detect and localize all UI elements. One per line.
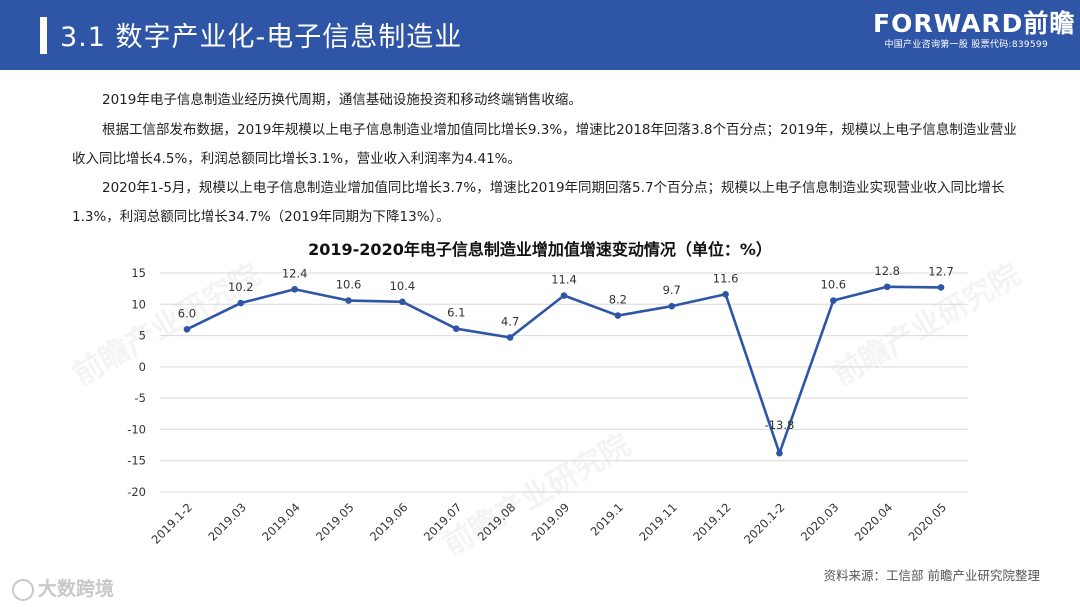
data-point — [183, 326, 191, 333]
x-tick-label: 2019.03 — [205, 500, 249, 544]
data-label: 10.6 — [336, 278, 362, 292]
data-label: 11.4 — [551, 273, 577, 287]
paragraph-2: 根据工信部发布数据，2019年规模以上电子信息制造业增加值同比增长9.3%，增速… — [72, 122, 1017, 167]
data-label: 12.4 — [282, 266, 308, 280]
data-point — [776, 449, 783, 457]
bottom-watermark-text: 大数跨境 — [38, 578, 115, 600]
page-title: 3.1 数字产业化-电子信息制造业 — [60, 22, 463, 53]
y-tick-label: 5 — [139, 329, 146, 343]
y-tick-label: -15 — [127, 454, 146, 468]
y-tick-label: -10 — [127, 422, 146, 436]
x-tick-label: 2020.04 — [852, 500, 896, 544]
source-note: 资料来源：工信部 前瞻产业研究院整理 — [823, 568, 1040, 583]
x-tick-label: 2019.09 — [529, 500, 573, 544]
x-tick-label: 2020.03 — [798, 500, 842, 544]
title-accent-bar — [40, 17, 47, 54]
data-label: -13.8 — [765, 418, 795, 432]
logo-text: FORWARD前瞻 — [873, 9, 1076, 38]
y-tick-label: 15 — [131, 266, 146, 280]
data-point — [345, 297, 352, 304]
x-tick-label: 2019.1-2 — [149, 500, 195, 546]
x-tick-label: 2019.08 — [475, 500, 519, 544]
chart-title: 2019-2020年电子信息制造业增加值增速变动情况（单位：%） — [308, 240, 772, 259]
x-tick-label: 2019.04 — [259, 500, 303, 544]
y-tick-label: -20 — [127, 485, 146, 499]
data-point — [399, 298, 406, 306]
x-tick-label: 2019.12 — [690, 500, 734, 544]
data-label: 11.6 — [713, 271, 739, 285]
data-point — [506, 334, 514, 341]
data-point — [614, 312, 622, 319]
data-point — [937, 284, 945, 291]
y-tick-label: 10 — [131, 297, 146, 311]
header-bar: 3.1 数字产业化-电子信息制造业 FORWARD前瞻 中国产业咨询第一股 股票… — [0, 0, 1080, 70]
x-tick-label: 2019.11 — [636, 500, 680, 544]
data-label: 12.7 — [928, 264, 954, 278]
data-point — [722, 290, 729, 298]
y-tick-label: 0 — [139, 360, 146, 374]
chat-bubble-icon — [12, 578, 34, 601]
data-label: 9.7 — [663, 283, 681, 297]
data-label: 8.2 — [609, 293, 627, 307]
paragraph-3: 2020年1-5月，规模以上电子信息制造业增加值同比增长3.7%，增速比2019… — [72, 180, 1005, 225]
data-label: 10.2 — [228, 280, 254, 294]
x-tick-label: 2019.07 — [421, 500, 465, 544]
bottom-watermark: 大数跨境 — [12, 574, 114, 601]
data-label: 6.1 — [447, 306, 465, 320]
brand-logo: FORWARD前瞻 中国产业咨询第一股 股票代码:839599 — [873, 9, 1076, 52]
data-point — [237, 299, 245, 307]
data-label: 12.8 — [874, 264, 900, 278]
data-point — [452, 325, 460, 332]
paragraph-1: 2019年电子信息制造业经历换代周期，通信基础设施投资和移动终端销售收缩。 — [102, 92, 582, 108]
x-tick-label: 2019.06 — [367, 500, 411, 544]
data-point — [291, 285, 298, 293]
data-label: 10.4 — [390, 279, 416, 293]
data-point — [830, 297, 837, 304]
series-line — [186, 285, 942, 455]
data-label: 10.6 — [821, 278, 847, 292]
x-tick-label: 2019.1 — [588, 500, 626, 538]
x-tick-label: 2019.05 — [313, 500, 357, 544]
data-point — [883, 283, 891, 291]
data-label: 4.7 — [501, 314, 519, 328]
data-label: 6.0 — [178, 306, 196, 320]
y-tick-label: -5 — [135, 391, 146, 405]
data-point — [668, 302, 676, 310]
logo-subtitle: 中国产业咨询第一股 股票代码:839599 — [884, 40, 1048, 50]
data-point — [560, 292, 568, 299]
x-tick-label: 2020.05 — [906, 500, 950, 544]
x-tick-label: 2020.1-2 — [741, 500, 787, 546]
